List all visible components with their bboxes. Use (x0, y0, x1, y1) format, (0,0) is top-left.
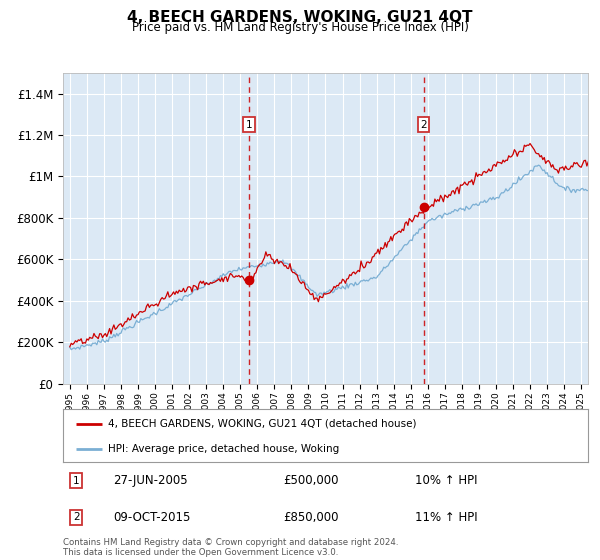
Text: Price paid vs. HM Land Registry's House Price Index (HPI): Price paid vs. HM Land Registry's House … (131, 21, 469, 34)
Text: 11% ↑ HPI: 11% ↑ HPI (415, 511, 478, 524)
Text: Contains HM Land Registry data © Crown copyright and database right 2024.
This d: Contains HM Land Registry data © Crown c… (63, 538, 398, 557)
Text: 4, BEECH GARDENS, WOKING, GU21 4QT: 4, BEECH GARDENS, WOKING, GU21 4QT (127, 10, 473, 25)
Text: 1: 1 (245, 120, 252, 129)
Text: HPI: Average price, detached house, Woking: HPI: Average price, detached house, Woki… (107, 444, 339, 454)
Text: £500,000: £500,000 (284, 474, 339, 487)
Text: 2: 2 (420, 120, 427, 129)
Text: 4, BEECH GARDENS, WOKING, GU21 4QT (detached house): 4, BEECH GARDENS, WOKING, GU21 4QT (deta… (107, 419, 416, 429)
Text: £850,000: £850,000 (284, 511, 339, 524)
Text: 2: 2 (73, 512, 79, 522)
Text: 09-OCT-2015: 09-OCT-2015 (113, 511, 190, 524)
Text: 10% ↑ HPI: 10% ↑ HPI (415, 474, 477, 487)
Text: 1: 1 (73, 476, 79, 486)
Text: 27-JUN-2005: 27-JUN-2005 (113, 474, 187, 487)
